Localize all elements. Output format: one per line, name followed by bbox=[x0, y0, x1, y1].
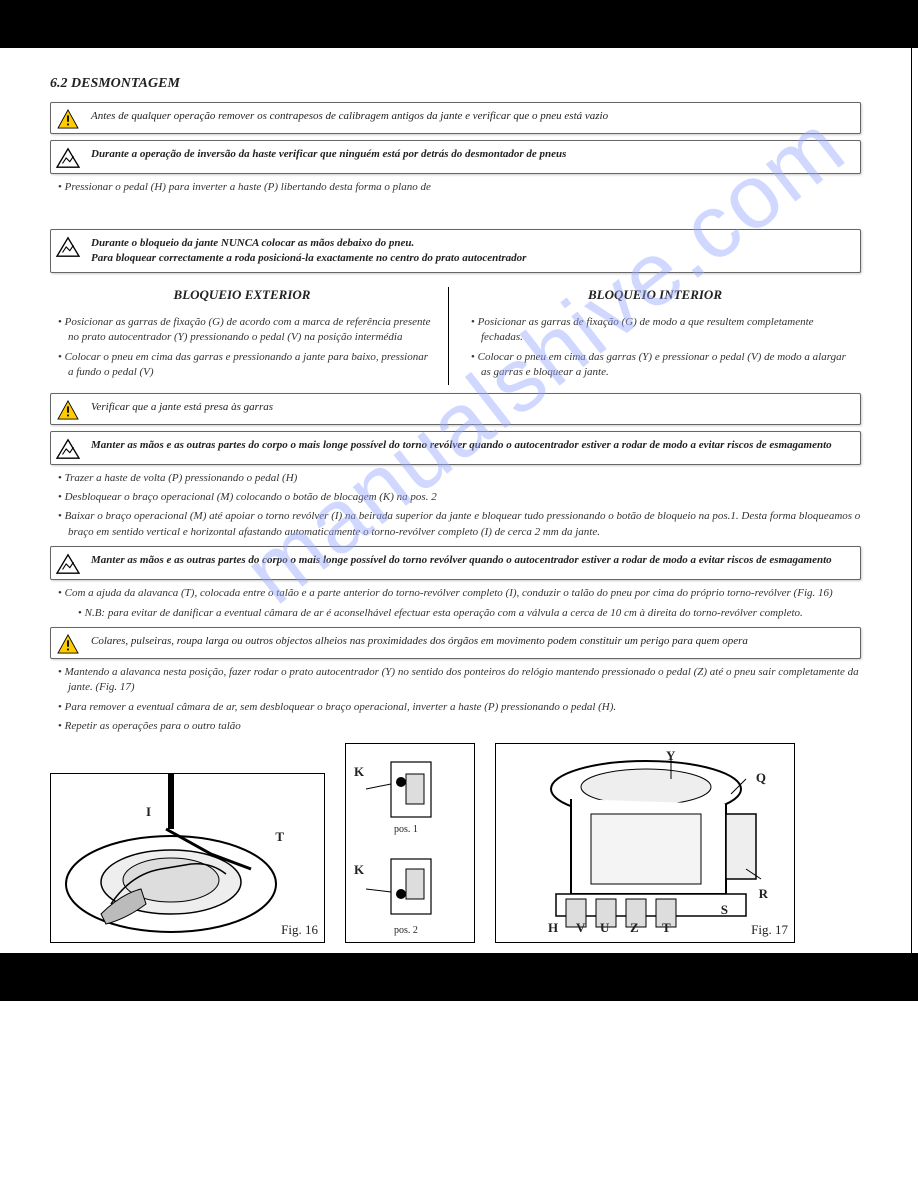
bullet-m4a: Com a ajuda da alavanca (T), colocada en… bbox=[54, 586, 861, 601]
pos1-label: pos. 1 bbox=[394, 824, 418, 835]
label-T2: T bbox=[662, 920, 671, 936]
label-I: I bbox=[146, 804, 151, 820]
section-title-text: DESMONTAGEM bbox=[71, 76, 180, 91]
figures-row: I T Fig. 16 K K pos. 1 pos. 2 bbox=[50, 743, 861, 943]
warning-icon bbox=[55, 632, 81, 654]
label-Q: Q bbox=[756, 770, 766, 786]
callout-verify-clamp: Verificar que a jante está presa às garr… bbox=[50, 393, 861, 425]
callout-hands-2: Manter as mãos e as outras partes do cor… bbox=[50, 546, 861, 580]
fig16-label: Fig. 16 bbox=[281, 922, 318, 938]
label-Y: Y bbox=[666, 748, 675, 764]
bullet-m1: Trazer a haste de volta (P) pressionando… bbox=[54, 471, 861, 486]
label-K1: K bbox=[354, 764, 364, 780]
col-exterior: BLOQUEIO EXTERIOR Posicionar as garras d… bbox=[50, 287, 449, 385]
page-content: manualshive.com 6.2 DESMONTAGEM Antes de… bbox=[0, 48, 912, 953]
bullet-m4b: N.B: para evitar de danificar a eventual… bbox=[54, 606, 861, 621]
col-title-exterior: BLOQUEIO EXTERIOR bbox=[50, 287, 434, 303]
callout-text: Antes de qualquer operação remover os co… bbox=[91, 107, 852, 126]
label-K2: K bbox=[354, 862, 364, 878]
hazard-icon bbox=[55, 551, 81, 575]
hazard-icon bbox=[55, 234, 81, 258]
callout-remove-weights: Antes de qualquer operação remover os co… bbox=[50, 102, 861, 134]
callout-line-2: Para bloquear correctamente a roda posic… bbox=[91, 252, 526, 264]
label-H: H bbox=[548, 920, 558, 936]
warning-icon bbox=[55, 107, 81, 129]
callout-text: Manter as mãos e as outras partes do cor… bbox=[91, 554, 832, 566]
callout-text: Verificar que a jante está presa às garr… bbox=[91, 398, 852, 417]
callout-line-1: Durante o bloqueio da jante NUNCA coloca… bbox=[91, 237, 414, 249]
callout-loose-objects: Colares, pulseiras, roupa larga ou outro… bbox=[50, 627, 861, 659]
figure-k-positions: K K pos. 1 pos. 2 bbox=[345, 743, 475, 943]
hazard-icon bbox=[55, 145, 81, 169]
callout-hands-1: Manter as mãos e as outras partes do cor… bbox=[50, 431, 861, 465]
label-V: V bbox=[576, 920, 585, 936]
figure-17: Y Q H V U Z T S R Fig. 17 bbox=[495, 743, 795, 943]
section-heading: 6.2 DESMONTAGEM bbox=[50, 76, 861, 92]
bullet-m3: Baixar o braço operacional (M) até apoia… bbox=[54, 509, 861, 540]
label-R: R bbox=[759, 886, 768, 902]
bullet-m6: Para remover a eventual câmara de ar, se… bbox=[54, 700, 861, 715]
pos2-label: pos. 2 bbox=[394, 925, 418, 936]
col-interior: BLOQUEIO INTERIOR Posicionar as garras d… bbox=[449, 287, 861, 385]
bullet-m2: Desbloquear o braço operacional (M) colo… bbox=[54, 490, 861, 505]
top-black-bar bbox=[0, 0, 918, 48]
warning-icon bbox=[55, 398, 81, 420]
callout-inversion: Durante a operação de inversão da haste … bbox=[50, 140, 861, 174]
bullet-m7: Repetir as operações para o outro talão bbox=[54, 719, 861, 734]
callout-block-wheel: Durante o bloqueio da jante NUNCA coloca… bbox=[50, 229, 861, 273]
bullet-press-pedal: Pressionar o pedal (H) para inverter a h… bbox=[54, 180, 861, 195]
section-number: 6.2 bbox=[50, 76, 68, 91]
ext-bullet-1: Posicionar as garras de fixação (G) de a… bbox=[54, 315, 434, 346]
callout-text: Colares, pulseiras, roupa larga ou outro… bbox=[91, 632, 852, 651]
col-title-interior: BLOQUEIO INTERIOR bbox=[463, 287, 847, 303]
hazard-icon bbox=[55, 436, 81, 460]
label-T: T bbox=[275, 829, 284, 845]
bottom-black-bar bbox=[0, 953, 918, 1001]
label-U: U bbox=[600, 920, 609, 936]
callout-text: Manter as mãos e as outras partes do cor… bbox=[91, 439, 832, 451]
label-S: S bbox=[721, 902, 728, 918]
figure-16: I T Fig. 16 bbox=[50, 773, 325, 943]
label-Z: Z bbox=[630, 920, 639, 936]
fig17-label: Fig. 17 bbox=[751, 922, 788, 938]
ext-bullet-2: Colocar o pneu em cima das garras e pres… bbox=[54, 350, 434, 381]
callout-text: Durante a operação de inversão da haste … bbox=[91, 148, 566, 160]
int-bullet-1: Posicionar as garras de fixação (G) de m… bbox=[467, 315, 847, 346]
two-column-block: BLOQUEIO EXTERIOR Posicionar as garras d… bbox=[50, 287, 861, 385]
int-bullet-2: Colocar o pneu em cima das garras (Y) e … bbox=[467, 350, 847, 381]
bullet-m5: Mantendo a alavanca nesta posição, fazer… bbox=[54, 665, 861, 696]
